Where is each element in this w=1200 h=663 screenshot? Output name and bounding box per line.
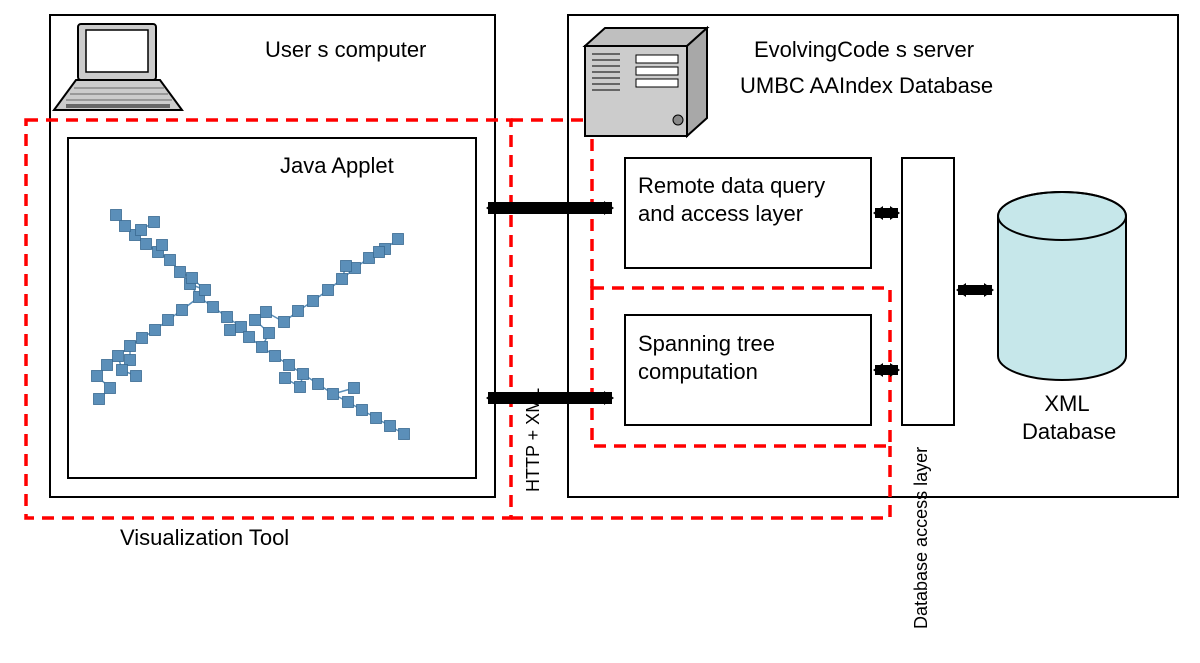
diagram-svg — [0, 0, 1200, 554]
database-icon — [998, 192, 1126, 380]
tree-visualization — [92, 210, 410, 440]
remote-label: Remote data query and access layer — [638, 172, 858, 227]
http-label: HTTP + XML — [524, 370, 544, 510]
dal-label: Database access layer — [912, 413, 932, 663]
client-title: User s computer — [265, 36, 426, 64]
server-icon — [585, 28, 707, 136]
applet-box — [68, 138, 476, 478]
viz-tool-dashed-box — [26, 120, 511, 518]
db-label: XMLDatabase — [1022, 390, 1112, 445]
laptop-icon — [54, 24, 182, 110]
server-subtitle: UMBC AAIndex Database — [740, 72, 993, 100]
viz-tool-label: Visualization Tool — [120, 524, 289, 552]
applet-label: Java Applet — [280, 152, 394, 180]
dal-box — [902, 158, 954, 425]
server-title: EvolvingCode s server — [754, 36, 974, 64]
span-label: Spanning tree computation — [638, 330, 858, 385]
